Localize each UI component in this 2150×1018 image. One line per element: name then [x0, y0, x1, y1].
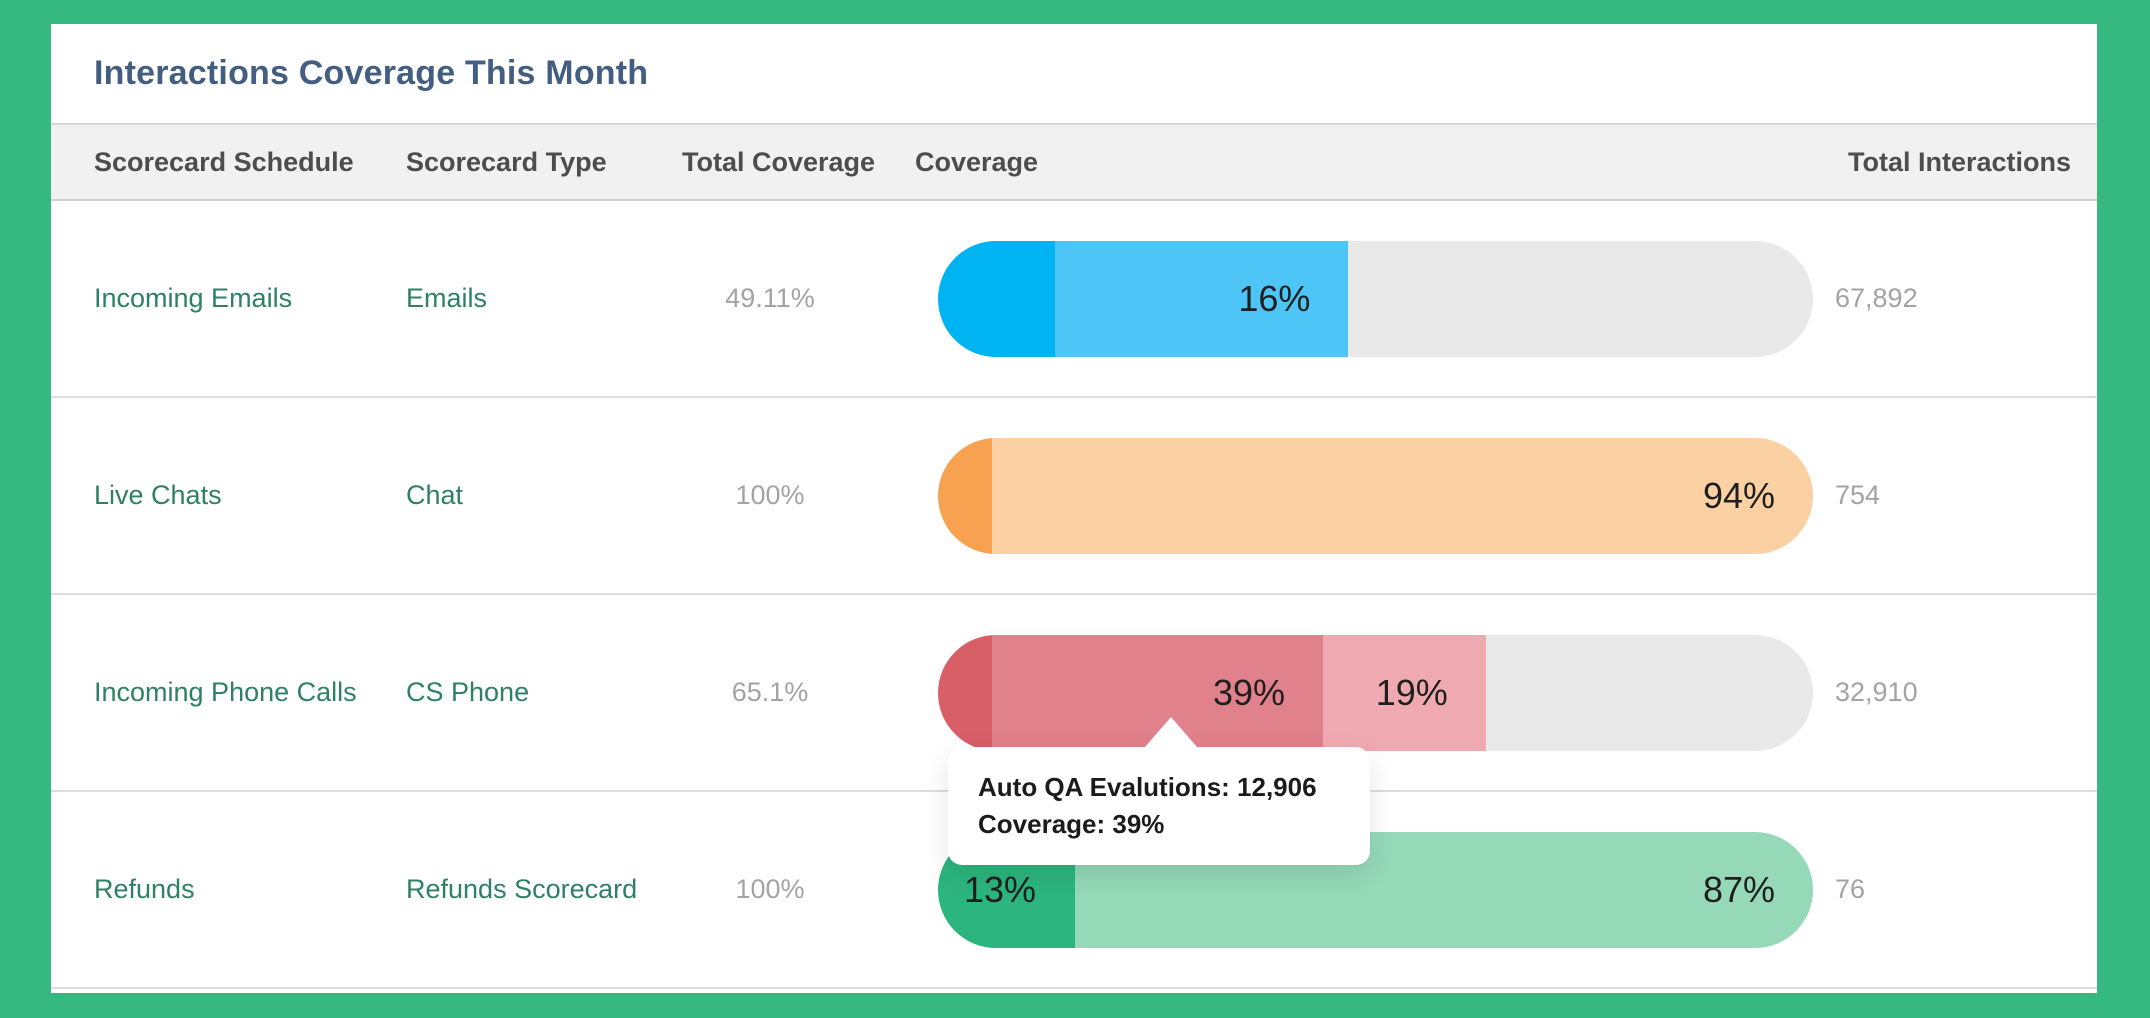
coverage-bar-label: 94% — [1702, 475, 1775, 516]
coverage-bar-segment — [938, 635, 993, 751]
table-row: Live Chats Chat 100% 94% 754 — [51, 398, 2097, 595]
coverage-bar-segment: 94% — [992, 438, 1813, 554]
column-header-scorecard-type: Scorecard Type — [406, 146, 607, 177]
coverage-tooltip: Auto QA Evalutions: 12,906 Coverage: 39% — [948, 717, 1370, 865]
coverage-bar-label: 39% — [1212, 672, 1285, 713]
scorecard-schedule-cell[interactable]: Refunds — [94, 874, 195, 904]
coverage-bar-label: 87% — [1702, 869, 1775, 910]
table-row: Incoming Phone Calls CS Phone 65.1% 39% 19% 3… — [51, 595, 2097, 792]
coverage-bar[interactable]: 94% — [938, 438, 1813, 554]
table-body: Incoming Emails Emails 49.11% 16% 67,892 Live… — [51, 201, 2097, 989]
total-coverage-value: 100% — [735, 480, 805, 510]
tooltip-auto-qa-evaluations: Auto QA Evalutions: 12,906 — [978, 772, 1317, 802]
coverage-card: Interactions Coverage This Month Scoreca… — [51, 24, 2097, 993]
total-coverage-value: 49.11% — [725, 283, 815, 313]
coverage-bar-segment: 19% — [1323, 635, 1486, 751]
column-header-scorecard-schedule: Scorecard Schedule — [94, 146, 354, 177]
coverage-bar[interactable]: 16% — [938, 241, 1813, 357]
total-coverage-value: 100% — [735, 874, 805, 904]
column-header-total-interactions: Total Interactions — [1847, 146, 2071, 177]
tooltip-coverage: Coverage: 39% — [978, 809, 1165, 839]
scorecard-schedule-cell[interactable]: Live Chats — [94, 480, 222, 510]
table-header: Scorecard Schedule Scorecard Type Total … — [51, 123, 2097, 201]
coverage-bar-segment — [938, 438, 993, 554]
coverage-bar-segment: 16% — [1055, 241, 1349, 357]
coverage-bar-label: 16% — [1238, 278, 1311, 319]
scorecard-schedule-cell[interactable]: Incoming Phone Calls — [94, 677, 357, 707]
column-header-total-coverage: Total Coverage — [682, 146, 876, 177]
total-interactions-value: 67,892 — [1835, 283, 1918, 313]
scorecard-type-cell[interactable]: Chat — [406, 480, 464, 510]
total-coverage-value: 65.1% — [731, 677, 809, 707]
total-interactions-value: 32,910 — [1835, 677, 1918, 707]
scorecard-type-cell[interactable]: CS Phone — [406, 677, 530, 707]
coverage-bar-label: 19% — [1375, 672, 1448, 713]
coverage-bar-label: 13% — [964, 869, 1037, 910]
column-header-coverage: Coverage — [915, 146, 1039, 177]
scorecard-type-cell[interactable]: Emails — [406, 283, 488, 313]
table-row: Incoming Emails Emails 49.11% 16% 67,892 — [51, 201, 2097, 398]
tooltip-caret-icon — [1145, 717, 1197, 747]
total-interactions-value: 754 — [1835, 480, 1881, 510]
total-interactions-value: 76 — [1835, 874, 1866, 904]
scorecard-schedule-cell[interactable]: Incoming Emails — [94, 283, 293, 313]
page-title: Interactions Coverage This Month — [94, 54, 649, 92]
coverage-bar[interactable]: 39% 19% — [938, 635, 1813, 751]
coverage-bar-segment — [938, 241, 1056, 357]
scorecard-type-cell[interactable]: Refunds Scorecard — [406, 874, 638, 904]
